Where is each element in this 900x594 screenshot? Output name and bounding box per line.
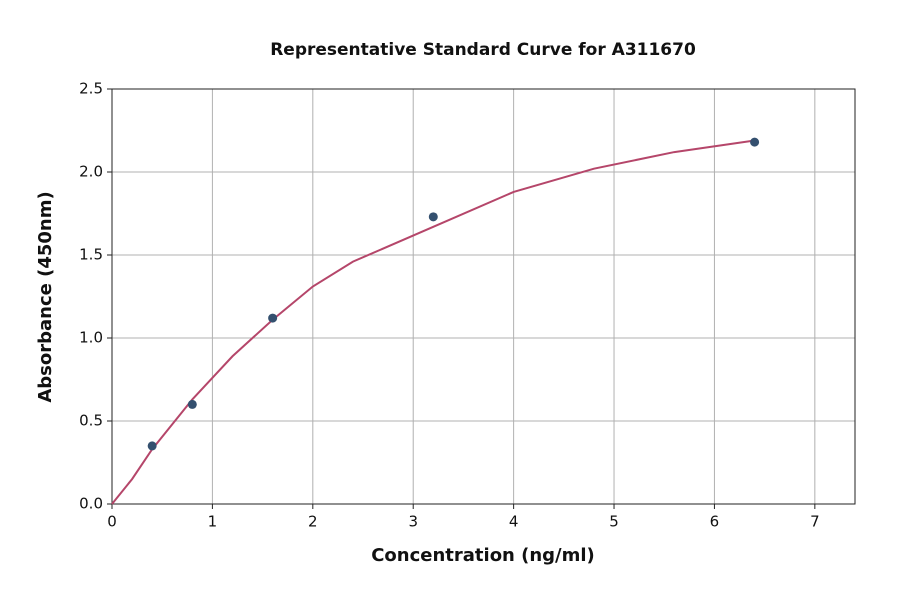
data-point [750,137,760,147]
y-tick-label: 2.0 [79,163,103,181]
x-tick-label: 5 [609,513,619,531]
data-point [268,313,278,323]
x-axis-label: Concentration (ng/ml) [371,545,595,566]
plot-frame [111,88,856,505]
data-point [187,399,197,409]
y-tick-label: 0.5 [79,412,103,430]
data-point [147,441,157,451]
y-axis-label: Absorbance (450nm) [35,191,56,402]
chart-title: Representative Standard Curve for A31167… [270,40,696,60]
y-tick-label: 0.0 [79,495,103,513]
y-tick-label: 2.5 [79,80,103,98]
x-tick-label: 1 [208,513,218,531]
x-tick-label: 2 [308,513,318,531]
x-tick-label: 0 [107,513,117,531]
y-tick-label: 1.0 [79,329,103,347]
x-tick-label: 6 [710,513,720,531]
x-tick-label: 4 [509,513,519,531]
y-tick-label: 1.5 [79,246,103,264]
x-tick-label: 3 [408,513,418,531]
fit-curve [111,139,755,505]
data-point [428,212,438,222]
x-tick-label: 7 [810,513,820,531]
